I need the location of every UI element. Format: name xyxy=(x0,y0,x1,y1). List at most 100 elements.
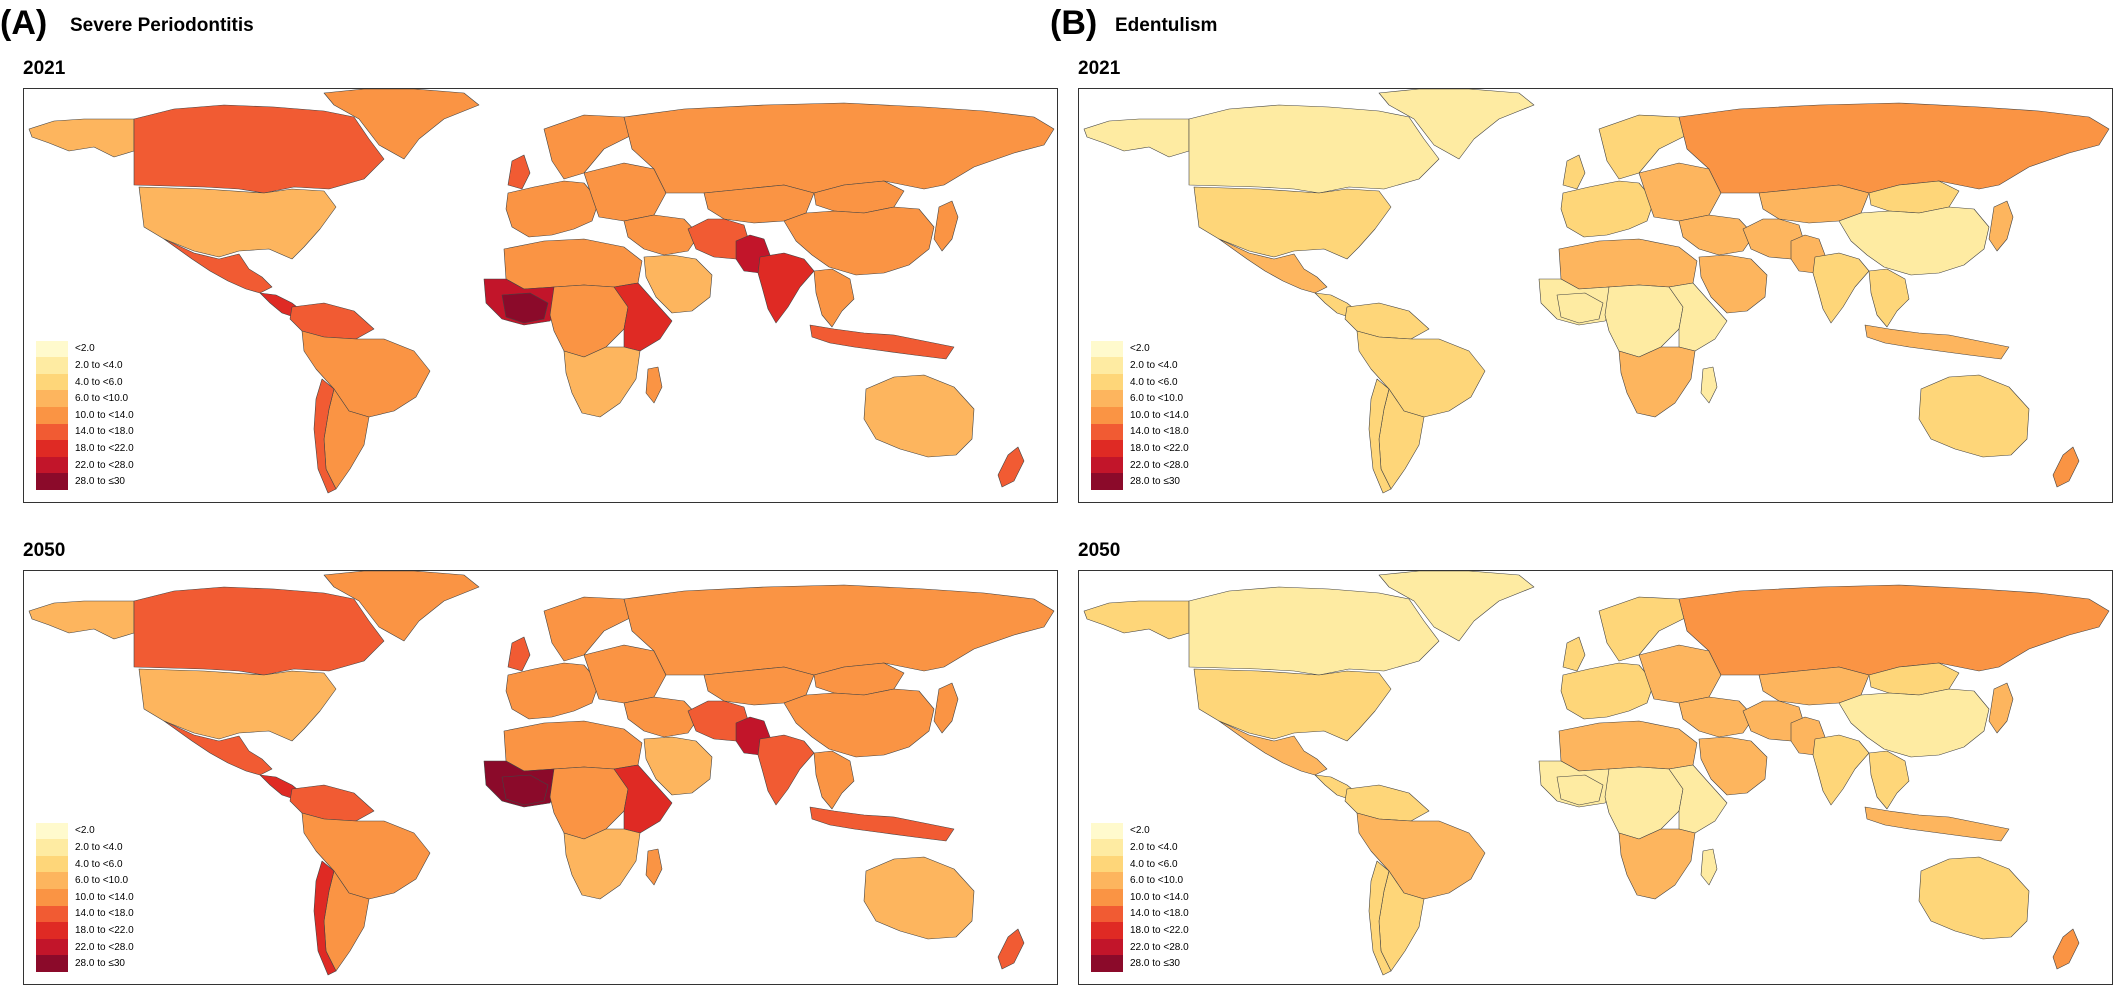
region-se-asia xyxy=(1868,268,1910,328)
region-middle-east xyxy=(623,696,700,738)
legend-swatch xyxy=(36,938,68,956)
legend-label: 18.0 to <22.0 xyxy=(1130,925,1189,937)
legend-item: 18.0 to <22.0 xyxy=(36,922,134,939)
region-east-africa xyxy=(1668,764,1728,834)
world-map xyxy=(1083,571,2110,976)
legend-item: 2.0 to <4.0 xyxy=(1091,357,1189,374)
legend-label: 10.0 to <14.0 xyxy=(1130,891,1189,903)
region-russia xyxy=(1678,584,2110,676)
region-south-america xyxy=(1356,330,1486,418)
region-south-america xyxy=(301,812,431,900)
world-map xyxy=(28,571,1055,976)
map-legend: <2.0 2.0 to <4.0 4.0 to <6.0 6.0 to <10.0 10… xyxy=(36,822,134,972)
region-india xyxy=(1812,252,1870,324)
legend-label: <2.0 xyxy=(1130,825,1150,837)
region-mexico xyxy=(163,238,273,294)
region-indonesia xyxy=(809,324,955,360)
region-alaska xyxy=(28,600,135,640)
legend-swatch xyxy=(36,373,68,391)
legend-label: 4.0 to <6.0 xyxy=(1130,376,1178,388)
region-north-africa xyxy=(503,720,643,772)
region-russia xyxy=(623,584,1055,676)
legend-item: 14.0 to <18.0 xyxy=(1091,905,1189,923)
panel-b-year-top: 2021 xyxy=(1078,58,1121,79)
legend-item: 28.0 to ≤30 xyxy=(36,955,134,972)
region-alaska xyxy=(1083,600,1190,640)
region-west-africa-core xyxy=(501,292,549,324)
legend-swatch xyxy=(36,440,68,457)
legend-item: 28.0 to ≤30 xyxy=(36,473,134,490)
region-australia xyxy=(1918,374,2030,458)
region-south-america xyxy=(301,330,431,418)
region-china xyxy=(1838,688,1990,758)
region-arabia xyxy=(643,736,713,796)
legend-swatch xyxy=(1091,822,1123,840)
region-australia xyxy=(1918,856,2030,940)
panel-b-title: Edentulism xyxy=(1115,15,1218,36)
region-europe-east xyxy=(583,644,667,704)
region-scandinavia xyxy=(1598,114,1688,180)
legend-item: 6.0 to <10.0 xyxy=(36,390,134,408)
region-madagascar xyxy=(1700,366,1718,404)
legend-item: 14.0 to <18.0 xyxy=(36,905,134,923)
legend-label: 22.0 to <28.0 xyxy=(1130,941,1189,953)
legend-label: 10.0 to <14.0 xyxy=(75,891,134,903)
legend-swatch xyxy=(36,839,68,856)
region-chile xyxy=(313,860,337,976)
region-north-africa xyxy=(1558,238,1698,290)
legend-item: 22.0 to <28.0 xyxy=(36,938,134,956)
region-indonesia xyxy=(1864,806,2010,842)
region-scandinavia xyxy=(543,114,633,180)
legend-item: 14.0 to <18.0 xyxy=(1091,423,1189,441)
legend-swatch xyxy=(36,889,68,906)
region-new-zealand xyxy=(2052,928,2080,970)
region-southern-africa xyxy=(1618,828,1696,900)
legend-item: <2.0 xyxy=(1091,822,1189,840)
region-madagascar xyxy=(645,366,663,404)
region-chile xyxy=(1368,378,1392,494)
region-greenland xyxy=(323,89,480,160)
legend-label: 22.0 to <28.0 xyxy=(1130,459,1189,471)
legend-swatch xyxy=(1091,473,1123,490)
legend-label: 18.0 to <22.0 xyxy=(1130,443,1189,455)
map-b-2050: <2.0 2.0 to <4.0 4.0 to <6.0 6.0 to <10.0 10… xyxy=(1078,570,2113,985)
region-madagascar xyxy=(1700,848,1718,886)
world-map xyxy=(28,89,1055,494)
legend-item: <2.0 xyxy=(36,340,134,358)
region-uk xyxy=(507,636,531,672)
legend-swatch xyxy=(36,407,68,424)
region-central-africa xyxy=(1604,284,1684,358)
legend-swatch xyxy=(1091,938,1123,956)
region-southern-africa xyxy=(1618,346,1696,418)
region-chile xyxy=(1368,860,1392,976)
region-greenland xyxy=(323,571,480,642)
region-russia xyxy=(1678,102,2110,194)
legend-item: 4.0 to <6.0 xyxy=(1091,855,1189,873)
legend-label: 28.0 to ≤30 xyxy=(75,476,125,488)
legend-label: 18.0 to <22.0 xyxy=(75,925,134,937)
panel-a-year-top: 2021 xyxy=(23,58,66,79)
legend-item: 22.0 to <28.0 xyxy=(1091,456,1189,474)
region-east-africa xyxy=(1668,282,1728,352)
region-china xyxy=(1838,206,1990,276)
region-australia xyxy=(863,856,975,940)
region-north-africa xyxy=(503,238,643,290)
region-alaska xyxy=(1083,118,1190,158)
legend-item: 10.0 to <14.0 xyxy=(36,889,134,906)
legend-item: 6.0 to <10.0 xyxy=(1091,872,1189,890)
legend-swatch xyxy=(36,456,68,474)
map-a-2021: <2.0 2.0 to <4.0 4.0 to <6.0 6.0 to <10.0 10… xyxy=(23,88,1058,503)
region-japan xyxy=(1988,200,2014,252)
region-india xyxy=(757,734,815,806)
legend-swatch xyxy=(36,955,68,972)
legend-item: 4.0 to <6.0 xyxy=(1091,373,1189,391)
legend-swatch xyxy=(1091,889,1123,906)
map-a-2050: <2.0 2.0 to <4.0 4.0 to <6.0 6.0 to <10.0 10… xyxy=(23,570,1058,985)
region-canada xyxy=(133,104,385,194)
legend-label: 14.0 to <18.0 xyxy=(75,426,134,438)
legend-item: 18.0 to <22.0 xyxy=(36,440,134,457)
legend-item: 18.0 to <22.0 xyxy=(1091,440,1189,457)
region-russia xyxy=(623,102,1055,194)
legend-label: 2.0 to <4.0 xyxy=(75,842,123,854)
legend-swatch xyxy=(1091,440,1123,457)
